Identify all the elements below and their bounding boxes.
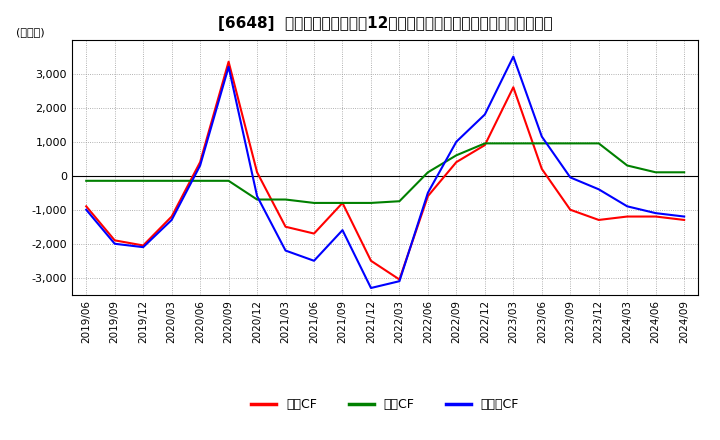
フリーCF (423, 190, 432, 195)
Legend: 営業CF, 投資CF, フリーCF: 営業CF, 投資CF, フリーCF (246, 393, 524, 416)
フリーCF (366, 286, 375, 291)
投資CF (480, 141, 489, 146)
フリーCF (623, 204, 631, 209)
Title: [6648]  キャッシュフローの12か月移動合計の対前年同期増減額の推移: [6648] キャッシュフローの12か月移動合計の対前年同期増減額の推移 (218, 16, 552, 32)
営業CF (395, 277, 404, 282)
営業CF (623, 214, 631, 219)
営業CF (595, 217, 603, 223)
フリーCF (167, 217, 176, 223)
Text: (百万円): (百万円) (16, 27, 44, 37)
フリーCF (82, 207, 91, 213)
Line: 投資CF: 投資CF (86, 143, 684, 203)
営業CF (566, 207, 575, 213)
フリーCF (310, 258, 318, 264)
投資CF (566, 141, 575, 146)
フリーCF (566, 175, 575, 180)
投資CF (509, 141, 518, 146)
投資CF (110, 178, 119, 183)
営業CF (423, 194, 432, 199)
営業CF (225, 59, 233, 64)
営業CF (652, 214, 660, 219)
営業CF (139, 243, 148, 248)
営業CF (110, 238, 119, 243)
投資CF (652, 170, 660, 175)
投資CF (452, 153, 461, 158)
営業CF (310, 231, 318, 236)
フリーCF (480, 112, 489, 117)
投資CF (167, 178, 176, 183)
営業CF (167, 214, 176, 219)
営業CF (196, 159, 204, 165)
投資CF (338, 200, 347, 205)
フリーCF (282, 248, 290, 253)
営業CF (82, 204, 91, 209)
投資CF (423, 170, 432, 175)
フリーCF (680, 214, 688, 219)
投資CF (225, 178, 233, 183)
フリーCF (652, 210, 660, 216)
営業CF (366, 258, 375, 264)
営業CF (537, 166, 546, 172)
投資CF (366, 200, 375, 205)
投資CF (82, 178, 91, 183)
営業CF (452, 159, 461, 165)
投資CF (623, 163, 631, 168)
フリーCF (196, 163, 204, 168)
投資CF (139, 178, 148, 183)
フリーCF (225, 64, 233, 70)
投資CF (310, 200, 318, 205)
投資CF (595, 141, 603, 146)
フリーCF (253, 194, 261, 199)
投資CF (282, 197, 290, 202)
営業CF (509, 84, 518, 90)
投資CF (253, 197, 261, 202)
フリーCF (509, 54, 518, 59)
フリーCF (338, 227, 347, 233)
フリーCF (110, 241, 119, 246)
フリーCF (452, 139, 461, 144)
営業CF (253, 170, 261, 175)
Line: 営業CF: 営業CF (86, 62, 684, 279)
フリーCF (139, 245, 148, 250)
投資CF (680, 170, 688, 175)
Line: フリーCF: フリーCF (86, 57, 684, 288)
営業CF (680, 217, 688, 223)
営業CF (480, 143, 489, 148)
投資CF (537, 141, 546, 146)
投資CF (395, 198, 404, 204)
フリーCF (595, 187, 603, 192)
投資CF (196, 178, 204, 183)
フリーCF (537, 134, 546, 139)
営業CF (338, 200, 347, 205)
フリーCF (395, 279, 404, 284)
営業CF (282, 224, 290, 229)
